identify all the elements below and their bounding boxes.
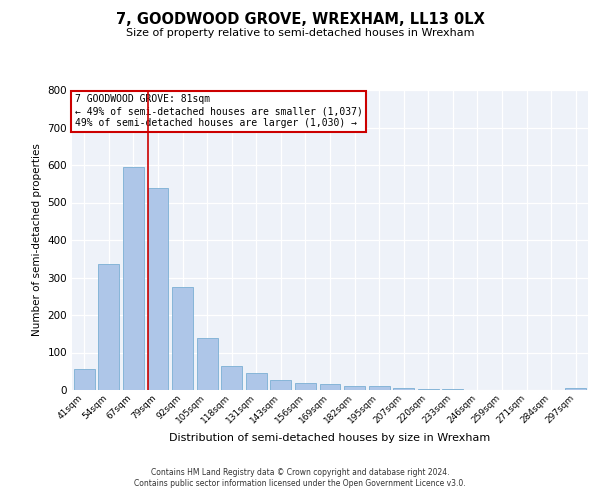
Text: 7, GOODWOOD GROVE, WREXHAM, LL13 0LX: 7, GOODWOOD GROVE, WREXHAM, LL13 0LX	[116, 12, 484, 28]
Bar	[295, 382, 316, 390]
Y-axis label: Number of semi-detached properties: Number of semi-detached properties	[32, 144, 42, 336]
Bar	[344, 386, 365, 390]
Bar	[565, 388, 586, 390]
Bar	[123, 167, 144, 390]
Bar	[148, 188, 169, 390]
Text: 7 GOODWOOD GROVE: 81sqm
← 49% of semi-detached houses are smaller (1,037)
49% of: 7 GOODWOOD GROVE: 81sqm ← 49% of semi-de…	[74, 94, 362, 128]
Bar	[197, 338, 218, 390]
Bar	[320, 384, 340, 390]
Bar	[418, 388, 439, 390]
Bar	[221, 366, 242, 390]
Text: Size of property relative to semi-detached houses in Wrexham: Size of property relative to semi-detach…	[126, 28, 474, 38]
Bar	[172, 287, 193, 390]
Bar	[74, 368, 95, 390]
Text: Contains HM Land Registry data © Crown copyright and database right 2024.
Contai: Contains HM Land Registry data © Crown c…	[134, 468, 466, 487]
X-axis label: Distribution of semi-detached houses by size in Wrexham: Distribution of semi-detached houses by …	[169, 433, 491, 443]
Bar	[442, 389, 463, 390]
Bar	[393, 388, 414, 390]
Bar	[271, 380, 292, 390]
Bar	[368, 386, 389, 390]
Bar	[246, 373, 267, 390]
Bar	[98, 264, 119, 390]
